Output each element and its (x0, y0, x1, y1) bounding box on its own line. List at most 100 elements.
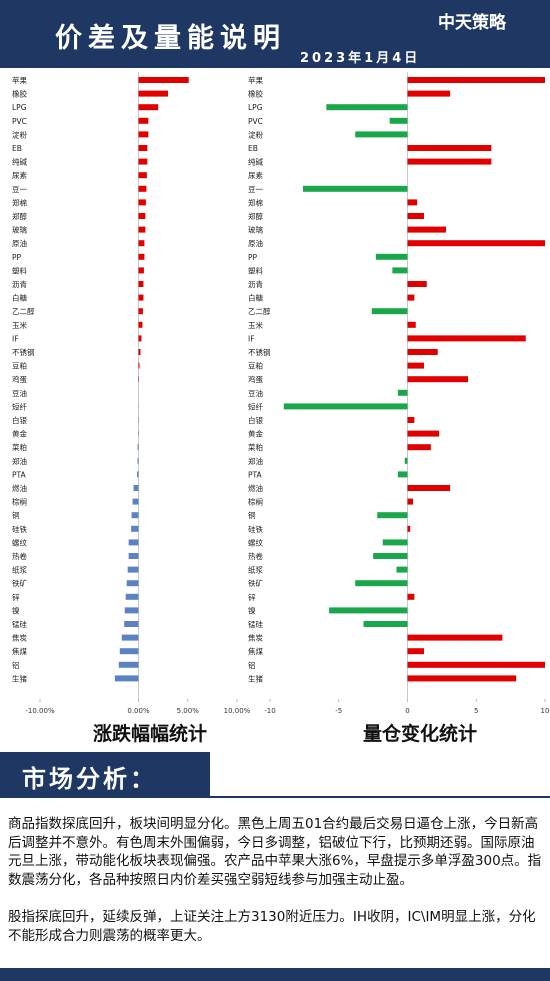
bar (397, 471, 408, 478)
bar (407, 362, 424, 369)
category-label: 螺纹 (12, 537, 27, 547)
x-tick-label: -10 (264, 707, 275, 715)
bar (138, 349, 141, 355)
bar (407, 90, 451, 97)
bar (407, 158, 492, 165)
bar (404, 457, 408, 464)
bar (138, 199, 146, 206)
category-label: 玻璃 (248, 225, 263, 235)
category-label: EB (12, 144, 22, 153)
bar (407, 145, 492, 151)
category-label: 镍 (12, 605, 20, 615)
category-label: 白糖 (12, 293, 27, 303)
category-label: 乙二醇 (248, 306, 271, 316)
category-label: 燃油 (248, 483, 263, 493)
bar (407, 498, 413, 505)
category-label: LPG (248, 103, 263, 112)
bar (128, 553, 139, 559)
chart-title: 涨跌幅幅统计 (93, 722, 207, 745)
category-label: 不锈钢 (248, 347, 271, 357)
bar (283, 403, 408, 410)
bar (355, 580, 408, 587)
bar (137, 444, 139, 451)
category-label: 纸浆 (248, 565, 263, 575)
bar (382, 539, 408, 546)
bar (407, 593, 415, 600)
category-label: 热卷 (248, 551, 263, 561)
bar (407, 335, 526, 342)
logo: 中天策略 (438, 13, 506, 33)
category-label: 郑油 (248, 456, 263, 466)
bar (118, 661, 139, 668)
category-label: 焦煤 (12, 646, 27, 656)
category-label: 纸浆 (12, 565, 27, 575)
bar (126, 580, 139, 587)
section-header: 市场分析： (0, 752, 550, 800)
category-label: 不锈钢 (12, 347, 35, 357)
bar (128, 539, 139, 546)
x-tick-label: 10.00% (224, 707, 251, 715)
bar (407, 376, 468, 383)
bar (396, 566, 408, 573)
category-label: 纯碱 (12, 157, 27, 167)
category-label: 锰硅 (12, 619, 27, 629)
page-title: 价差及量能说明 (55, 23, 286, 54)
category-label: 短纤 (248, 401, 263, 411)
category-label: 淀粉 (12, 129, 27, 139)
bar (407, 634, 503, 641)
category-label: 尿素 (12, 170, 27, 180)
bar (138, 281, 144, 287)
category-label: 郑醇 (248, 211, 263, 221)
bar (137, 471, 139, 478)
x-tick-label: 5 (474, 707, 478, 715)
category-label: 塑料 (248, 265, 263, 275)
category-label: 橡胶 (12, 89, 27, 99)
category-label: PVC (12, 117, 27, 126)
bar (138, 294, 144, 301)
category-label: 焦炭 (12, 633, 27, 643)
x-tick-label: 0 (405, 707, 409, 715)
category-label: 黄金 (248, 429, 263, 439)
category-label: 郑醇 (12, 211, 27, 221)
category-label: 铝 (12, 660, 20, 670)
category-label: 原油 (12, 238, 27, 248)
category-label: 纯碱 (248, 157, 263, 167)
bar (407, 417, 415, 423)
bar (407, 485, 451, 491)
bar (329, 607, 408, 614)
bar (326, 104, 408, 111)
category-label: 橡胶 (248, 89, 263, 99)
category-label: EB (248, 144, 258, 153)
category-label: 郑油 (12, 456, 27, 466)
category-label: 铜 (248, 510, 256, 520)
bar (375, 253, 408, 260)
bar (138, 240, 145, 247)
category-label: 铁矿 (12, 578, 27, 588)
category-label: 铝 (248, 660, 256, 670)
bar (363, 621, 408, 627)
category-label: IF (12, 334, 19, 343)
category-label: 玉米 (248, 320, 263, 330)
x-tick-label: 0.00% (127, 707, 150, 715)
bar (138, 117, 149, 124)
category-label: 铜 (12, 510, 20, 520)
footer-band (0, 968, 550, 981)
bar (389, 117, 408, 124)
bar (377, 512, 408, 519)
category-label: 玻璃 (12, 225, 27, 235)
bar (407, 675, 517, 682)
paragraph: 商品指数探底回升，板块间明显分化。黑色上周五01合约最后交易日逼仓上涨，今日新高… (8, 816, 542, 888)
section-band (0, 752, 210, 798)
category-label: 玉米 (12, 320, 27, 330)
category-label: 苹果 (12, 75, 27, 85)
category-label: 尿素 (248, 170, 263, 180)
category-label: 豆油 (248, 388, 263, 398)
category-label: 锌 (248, 592, 256, 602)
category-label: 黄金 (12, 429, 27, 439)
category-label: 白银 (248, 415, 263, 425)
category-label: 鸡蛋 (12, 374, 27, 384)
category-label: 生猪 (12, 673, 27, 683)
bar (407, 525, 411, 532)
bar (392, 267, 408, 274)
bar (125, 593, 139, 600)
